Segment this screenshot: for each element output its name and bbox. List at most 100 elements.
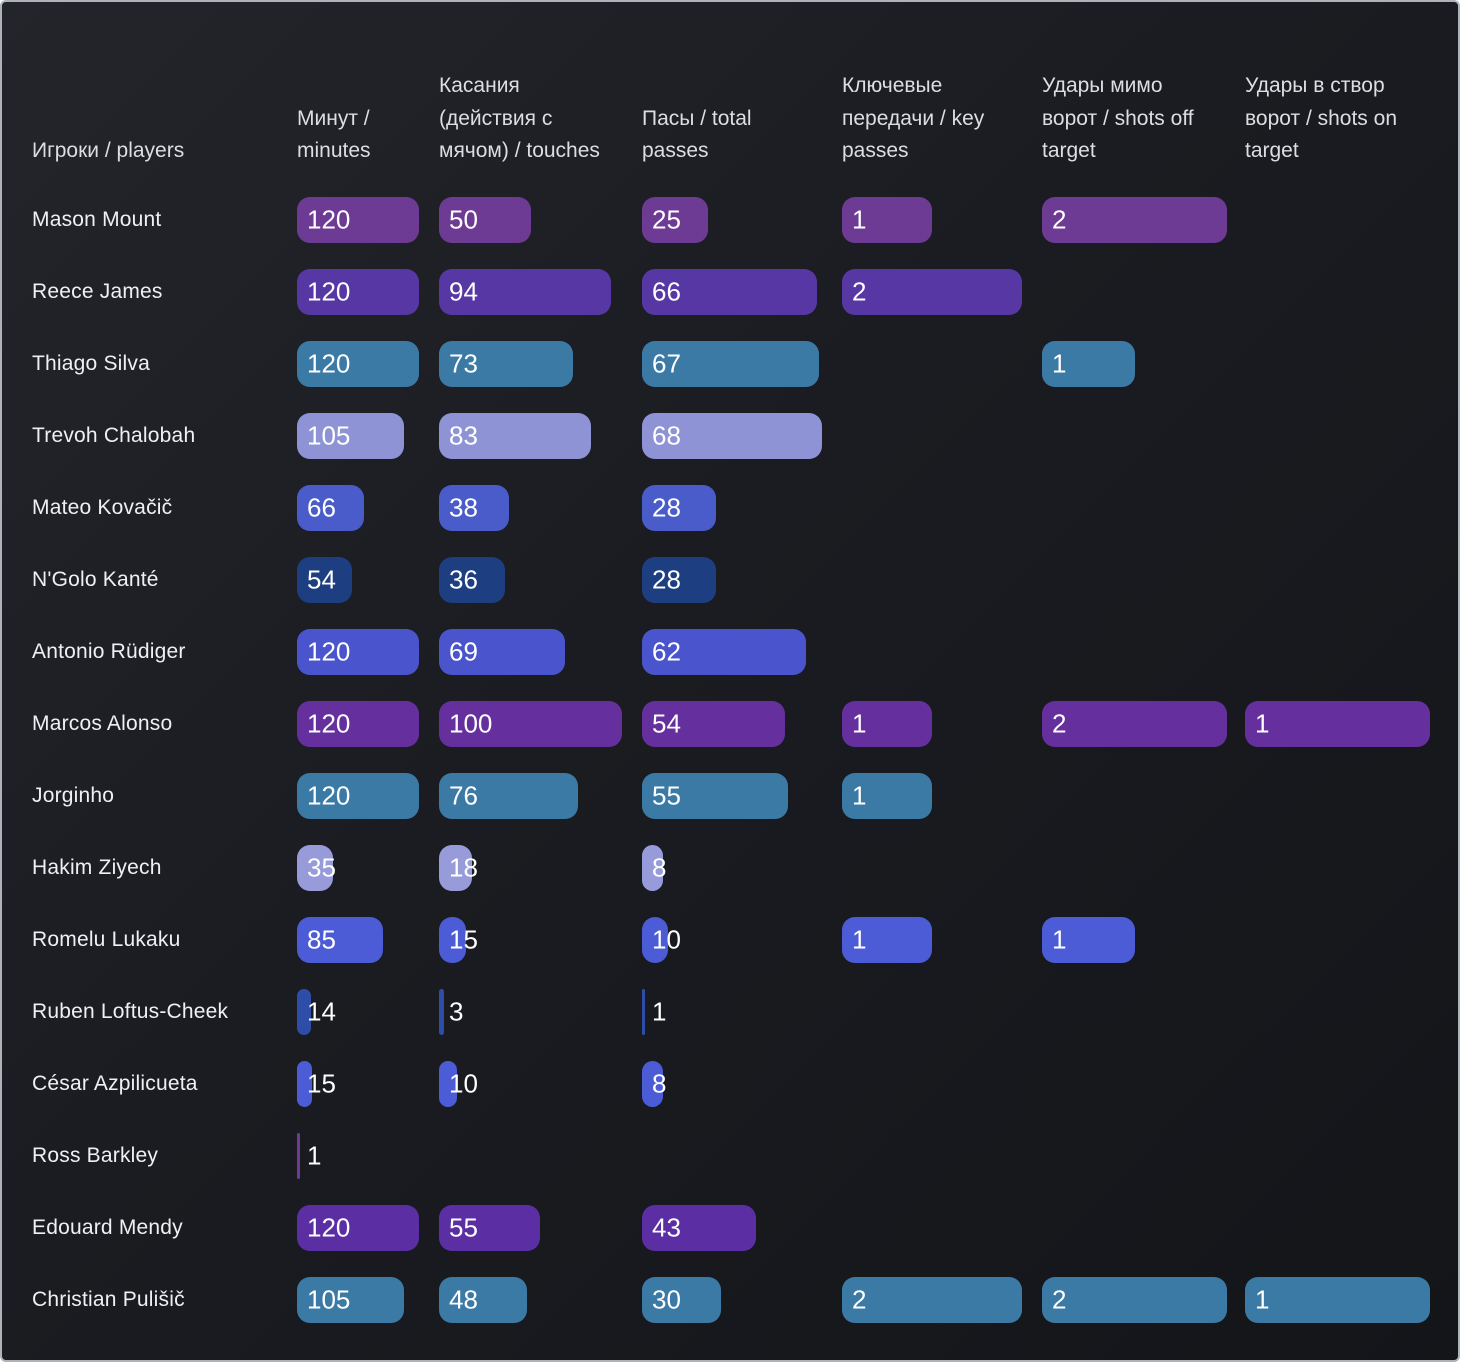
column-header-key_passes: Ключевые передачи / key passes bbox=[842, 74, 985, 163]
stat-value: 1 bbox=[1052, 348, 1067, 379]
stat-cell-passes: 28 bbox=[642, 557, 842, 603]
stat-bar: 1 bbox=[297, 1133, 321, 1179]
stat-value: 1 bbox=[852, 780, 867, 811]
stat-cell-touches: 100 bbox=[439, 701, 642, 747]
stat-value: 38 bbox=[449, 492, 478, 523]
stat-value: 28 bbox=[652, 564, 681, 595]
stat-cell-shots_off: 2 bbox=[1042, 1277, 1245, 1323]
stat-bar: 67 bbox=[642, 341, 820, 387]
stat-cell-key_passes bbox=[842, 1133, 1042, 1179]
stat-cell-minutes: 1 bbox=[297, 1133, 439, 1179]
stat-bar: 69 bbox=[439, 629, 566, 675]
stat-value: 10 bbox=[652, 924, 681, 955]
stat-cell-passes: 10 bbox=[642, 917, 842, 963]
stat-cell-key_passes bbox=[842, 413, 1042, 459]
stat-cell-minutes: 120 bbox=[297, 773, 439, 819]
stat-bar: 62 bbox=[642, 629, 807, 675]
player-name: Romelu Lukaku bbox=[32, 928, 181, 951]
player-name: Edouard Mendy bbox=[32, 1216, 183, 1239]
table-row: Hakim Ziyech 35 18 8 bbox=[32, 832, 1458, 904]
player-name: Reece James bbox=[32, 280, 163, 303]
stat-cell-shots_on: 1 bbox=[1245, 701, 1458, 747]
stat-cell-passes: 28 bbox=[642, 485, 842, 531]
player-name: Jorginho bbox=[32, 784, 115, 807]
stat-value: 2 bbox=[1052, 204, 1067, 235]
player-name: Trevoh Chalobah bbox=[32, 424, 196, 447]
column-header-passes: Пасы / total passes bbox=[642, 106, 752, 163]
stat-cell-shots_on bbox=[1245, 1061, 1458, 1107]
table-row: Edouard Mendy 120 55 43 bbox=[32, 1192, 1458, 1264]
table-body: Mason Mount 120 50 25 1 2 Reece James 120 94 66 2 T… bbox=[32, 184, 1458, 1336]
stat-value: 67 bbox=[652, 348, 681, 379]
column-header-shots_off: Удары мимо ворот / shots off target bbox=[1042, 74, 1194, 163]
stat-bar: 54 bbox=[642, 701, 785, 747]
stat-bar: 1 bbox=[1042, 917, 1135, 963]
stat-bar: 10 bbox=[642, 917, 681, 963]
stat-cell-key_passes: 2 bbox=[842, 269, 1042, 315]
stat-cell-shots_on bbox=[1245, 845, 1458, 891]
stat-cell-touches: 73 bbox=[439, 341, 642, 387]
stat-cell-key_passes: 1 bbox=[842, 197, 1042, 243]
stat-cell-passes: 8 bbox=[642, 1061, 842, 1107]
stat-value: 105 bbox=[307, 1284, 351, 1315]
table-row: Ruben Loftus-Cheek 14 3 1 bbox=[32, 976, 1458, 1048]
stat-bar: 28 bbox=[642, 557, 717, 603]
stat-cell-passes: 67 bbox=[642, 341, 842, 387]
stat-bar: 10 bbox=[439, 1061, 478, 1107]
stat-value: 120 bbox=[307, 636, 351, 667]
stat-value: 120 bbox=[307, 348, 351, 379]
stat-cell-shots_off bbox=[1042, 1133, 1245, 1179]
stat-bar: 120 bbox=[297, 701, 419, 747]
stat-value: 66 bbox=[307, 492, 336, 523]
stat-value: 14 bbox=[307, 996, 336, 1027]
table-row: Antonio Rüdiger 120 69 62 bbox=[32, 616, 1458, 688]
stat-bar: 30 bbox=[642, 1277, 722, 1323]
stat-cell-key_passes bbox=[842, 845, 1042, 891]
stat-value: 66 bbox=[652, 276, 681, 307]
table-row: Marcos Alonso 120 100 54 1 2 1 bbox=[32, 688, 1458, 760]
stat-bar: 120 bbox=[297, 341, 419, 387]
player-name: Christian Pulišič bbox=[32, 1288, 185, 1311]
stat-cell-shots_on bbox=[1245, 629, 1458, 675]
stat-cell-touches: 18 bbox=[439, 845, 642, 891]
stat-cell-touches: 69 bbox=[439, 629, 642, 675]
stat-cell-shots_on bbox=[1245, 917, 1458, 963]
stat-bar: 120 bbox=[297, 773, 419, 819]
stat-cell-touches: 94 bbox=[439, 269, 642, 315]
table-row: Ross Barkley 1 bbox=[32, 1120, 1458, 1192]
column-header-shots_on: Удары в створ ворот / shots on target bbox=[1245, 74, 1398, 163]
stat-cell-passes: 54 bbox=[642, 701, 842, 747]
stat-bar: 105 bbox=[297, 1277, 404, 1323]
table-row: Christian Pulišič 105 48 30 2 2 1 bbox=[32, 1264, 1458, 1336]
table-row: Jorginho 120 76 55 1 bbox=[32, 760, 1458, 832]
stat-value: 85 bbox=[307, 924, 336, 955]
stat-value: 120 bbox=[307, 204, 351, 235]
column-header-minutes: Минут / minutes bbox=[297, 106, 371, 163]
stat-value: 8 bbox=[652, 1068, 667, 1099]
player-name: Antonio Rüdiger bbox=[32, 640, 186, 663]
stat-cell-touches: 48 bbox=[439, 1277, 642, 1323]
stat-cell-minutes: 66 bbox=[297, 485, 439, 531]
player-name: Ross Barkley bbox=[32, 1144, 159, 1167]
stat-value: 30 bbox=[652, 1284, 681, 1315]
column-header-player: Игроки / players bbox=[32, 139, 185, 163]
stat-bar: 2 bbox=[1042, 701, 1227, 747]
stat-bar: 8 bbox=[642, 1061, 667, 1107]
stat-value: 105 bbox=[307, 420, 351, 451]
stat-bar: 3 bbox=[439, 989, 463, 1035]
stat-cell-minutes: 105 bbox=[297, 1277, 439, 1323]
stat-cell-touches: 76 bbox=[439, 773, 642, 819]
player-name: N'Golo Kanté bbox=[32, 568, 159, 591]
stat-cell-key_passes bbox=[842, 1205, 1042, 1251]
stat-value: 48 bbox=[449, 1284, 478, 1315]
stat-cell-touches: 38 bbox=[439, 485, 642, 531]
stat-cell-shots_off bbox=[1042, 557, 1245, 603]
stat-cell-shots_off bbox=[1042, 1205, 1245, 1251]
stat-value: 73 bbox=[449, 348, 478, 379]
stat-value: 54 bbox=[307, 564, 336, 595]
stat-bar: 120 bbox=[297, 629, 419, 675]
stat-bar: 2 bbox=[842, 269, 1022, 315]
stat-bar: 83 bbox=[439, 413, 591, 459]
stat-bar: 120 bbox=[297, 269, 419, 315]
